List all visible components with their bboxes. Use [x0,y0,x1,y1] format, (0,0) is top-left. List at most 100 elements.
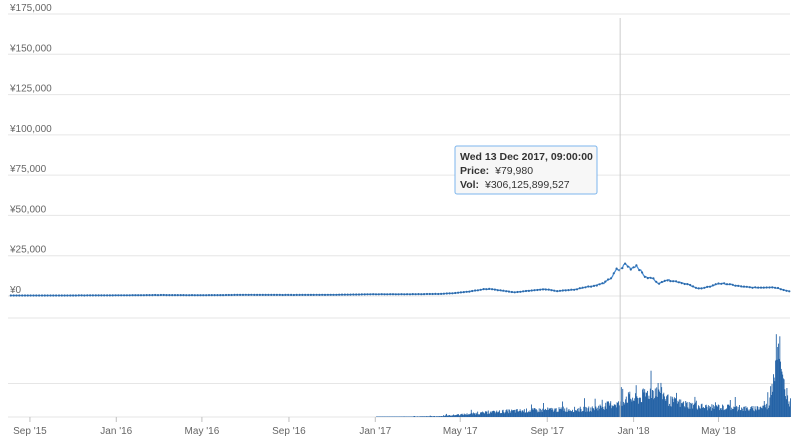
volume-bar [627,402,629,417]
price-marker [550,289,553,292]
date-tick-label: May '16 [185,426,220,437]
volume-bar [740,410,742,417]
volume-bar [512,410,514,417]
volume-bar [443,415,445,417]
price-marker [522,290,525,293]
volume-bar [727,404,728,417]
volume-bar [638,398,640,417]
volume-bar [422,416,423,417]
price-marker [256,293,259,296]
volume-bar [660,382,662,417]
volume-bar [510,411,512,417]
price-marker [205,294,208,297]
volume-bar [612,406,614,417]
volume-bar [392,416,394,417]
volume-bar [711,404,713,417]
volume-bar [385,416,387,417]
volume-bar [729,405,731,417]
volume-bar [630,398,631,417]
price-marker [239,293,242,296]
volume-bar [451,415,453,417]
volume-bar [665,401,667,417]
volume-bar [568,409,570,417]
volume-bar [484,413,486,417]
volume-bar [695,402,697,417]
volume-bar [534,408,536,417]
volume-bar [567,410,569,417]
volume-bar [709,406,711,417]
tooltip-vol-row: Vol: ¥306,125,899,527 [460,179,570,191]
volume-bar [430,416,432,417]
price-marker [295,293,298,296]
volume-bar [389,416,391,417]
price-marker [573,288,576,291]
price-marker [18,294,21,297]
volume-bar [683,406,685,417]
volume-bar [671,396,673,417]
price-marker [91,294,94,297]
volume-bar [378,416,380,417]
price-marker [754,286,757,289]
price-marker [60,294,63,297]
volume-bar [625,396,627,417]
volume-bar [394,416,396,417]
volume-bar [527,412,529,417]
volume-bar [489,413,491,417]
price-marker [267,293,270,296]
volume-bar [469,413,471,417]
volume-bar [491,411,493,417]
volume-bar [653,399,655,417]
price-marker [658,282,661,285]
price-marker [459,291,462,294]
volume-bar [552,408,554,417]
price-marker [261,293,264,296]
volume-bar [516,409,518,417]
volume-bar [438,416,440,417]
price-marker [123,294,126,297]
volume-bar [547,410,549,417]
volume-bar [744,406,745,417]
volume-bar [628,394,630,417]
volume-bar [752,406,754,417]
volume-bar [735,407,737,417]
volume-bar [618,401,619,417]
volume-bar [431,416,433,417]
volume-bar [574,406,576,417]
volume-bar [730,410,732,417]
volume-bar [552,411,554,417]
price-marker [406,293,409,296]
price-marker [103,294,106,297]
volume-bar [716,406,718,417]
volume-bar [502,409,504,417]
price-marker [69,294,72,297]
volume-bar [440,416,442,417]
price-marker [321,293,324,296]
price-marker [290,293,293,296]
volume-bar [737,406,739,417]
volume-bar [639,397,641,417]
volume-bar [442,416,444,417]
volume-bar [439,416,441,417]
volume-bar [468,414,470,417]
volume-bar [446,413,447,417]
volume-bar [677,400,679,417]
volume-bar [723,410,725,417]
volume-bar [674,398,676,417]
price-marker [329,293,332,296]
price-marker [624,262,627,265]
volume-bar [468,414,469,417]
volume-bar [457,414,459,417]
price-marker [615,267,618,270]
price-marker [94,294,97,297]
volume-bar [487,410,489,417]
price-marker [632,266,635,269]
volume-bar [515,409,517,417]
price-marker [35,294,38,297]
price-marker [448,292,451,295]
price-marker [502,289,505,292]
volume-bar [676,403,678,417]
volume-bar [452,415,454,417]
price-marker [171,294,174,297]
volume-bar [376,416,377,417]
price-marker [55,294,58,297]
